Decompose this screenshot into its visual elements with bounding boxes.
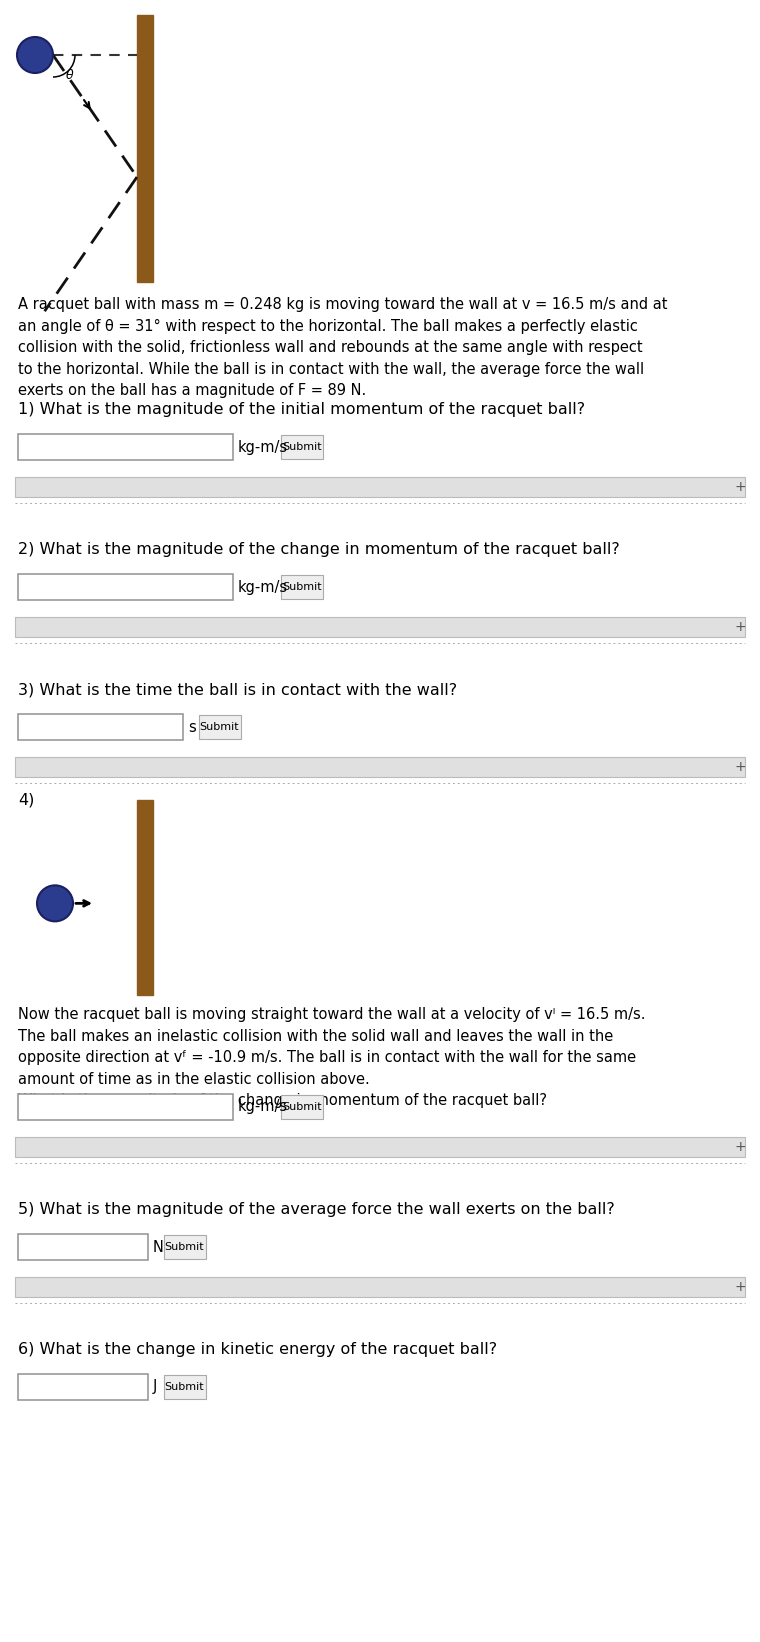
Bar (15, 757, 745, 777)
Text: kg-m/s: kg-m/s (238, 580, 288, 594)
Bar (15, 476, 745, 498)
Text: N: N (153, 1240, 164, 1254)
Bar (15, 1277, 745, 1297)
Bar (18, 1374, 148, 1401)
Bar (15, 1136, 745, 1158)
Text: Submit: Submit (282, 1102, 321, 1112)
Ellipse shape (17, 38, 53, 72)
Bar (137, 800, 153, 995)
Bar (163, 1235, 205, 1259)
Bar (281, 1095, 323, 1118)
Text: 4): 4) (18, 791, 34, 806)
Text: +: + (734, 1281, 746, 1294)
Bar (18, 1094, 233, 1120)
Text: 5) What is the magnitude of the average force the wall exerts on the ball?: 5) What is the magnitude of the average … (18, 1202, 615, 1217)
Text: +: + (734, 1140, 746, 1154)
Bar (163, 1374, 205, 1399)
Text: 2) What is the magnitude of the change in momentum of the racquet ball?: 2) What is the magnitude of the change i… (18, 542, 619, 557)
Text: Submit: Submit (165, 1383, 204, 1392)
Text: Submit: Submit (282, 581, 321, 593)
Bar (18, 575, 233, 599)
Text: 3) What is the time the ball is in contact with the wall?: 3) What is the time the ball is in conta… (18, 681, 457, 696)
Text: +: + (734, 621, 746, 634)
Text: +: + (734, 760, 746, 773)
Bar (281, 575, 323, 599)
Bar (15, 617, 745, 637)
Text: A racquet ball with mass m = 0.248 kg is moving toward the wall at v = 16.5 m/s : A racquet ball with mass m = 0.248 kg is… (18, 297, 667, 399)
Text: Now the racquet ball is moving straight toward the wall at a velocity of vᴵ = 16: Now the racquet ball is moving straight … (18, 1007, 645, 1108)
Bar (18, 714, 183, 741)
Bar (18, 1235, 148, 1259)
Text: Submit: Submit (165, 1241, 204, 1251)
Text: Submit: Submit (200, 722, 239, 732)
Text: $\theta$: $\theta$ (65, 69, 74, 82)
Bar (18, 433, 233, 460)
Bar (281, 435, 323, 460)
Text: kg-m/s: kg-m/s (238, 440, 288, 455)
Text: J: J (153, 1379, 157, 1394)
Text: Submit: Submit (282, 442, 321, 452)
Text: 1) What is the magnitude of the initial momentum of the racquet ball?: 1) What is the magnitude of the initial … (18, 402, 585, 417)
Text: s: s (188, 719, 196, 734)
Ellipse shape (37, 885, 73, 921)
Bar (137, 15, 153, 282)
Text: kg-m/s: kg-m/s (238, 1100, 288, 1115)
Text: +: + (734, 479, 746, 494)
Bar (198, 714, 240, 739)
Text: 6) What is the change in kinetic energy of the racquet ball?: 6) What is the change in kinetic energy … (18, 1342, 497, 1356)
